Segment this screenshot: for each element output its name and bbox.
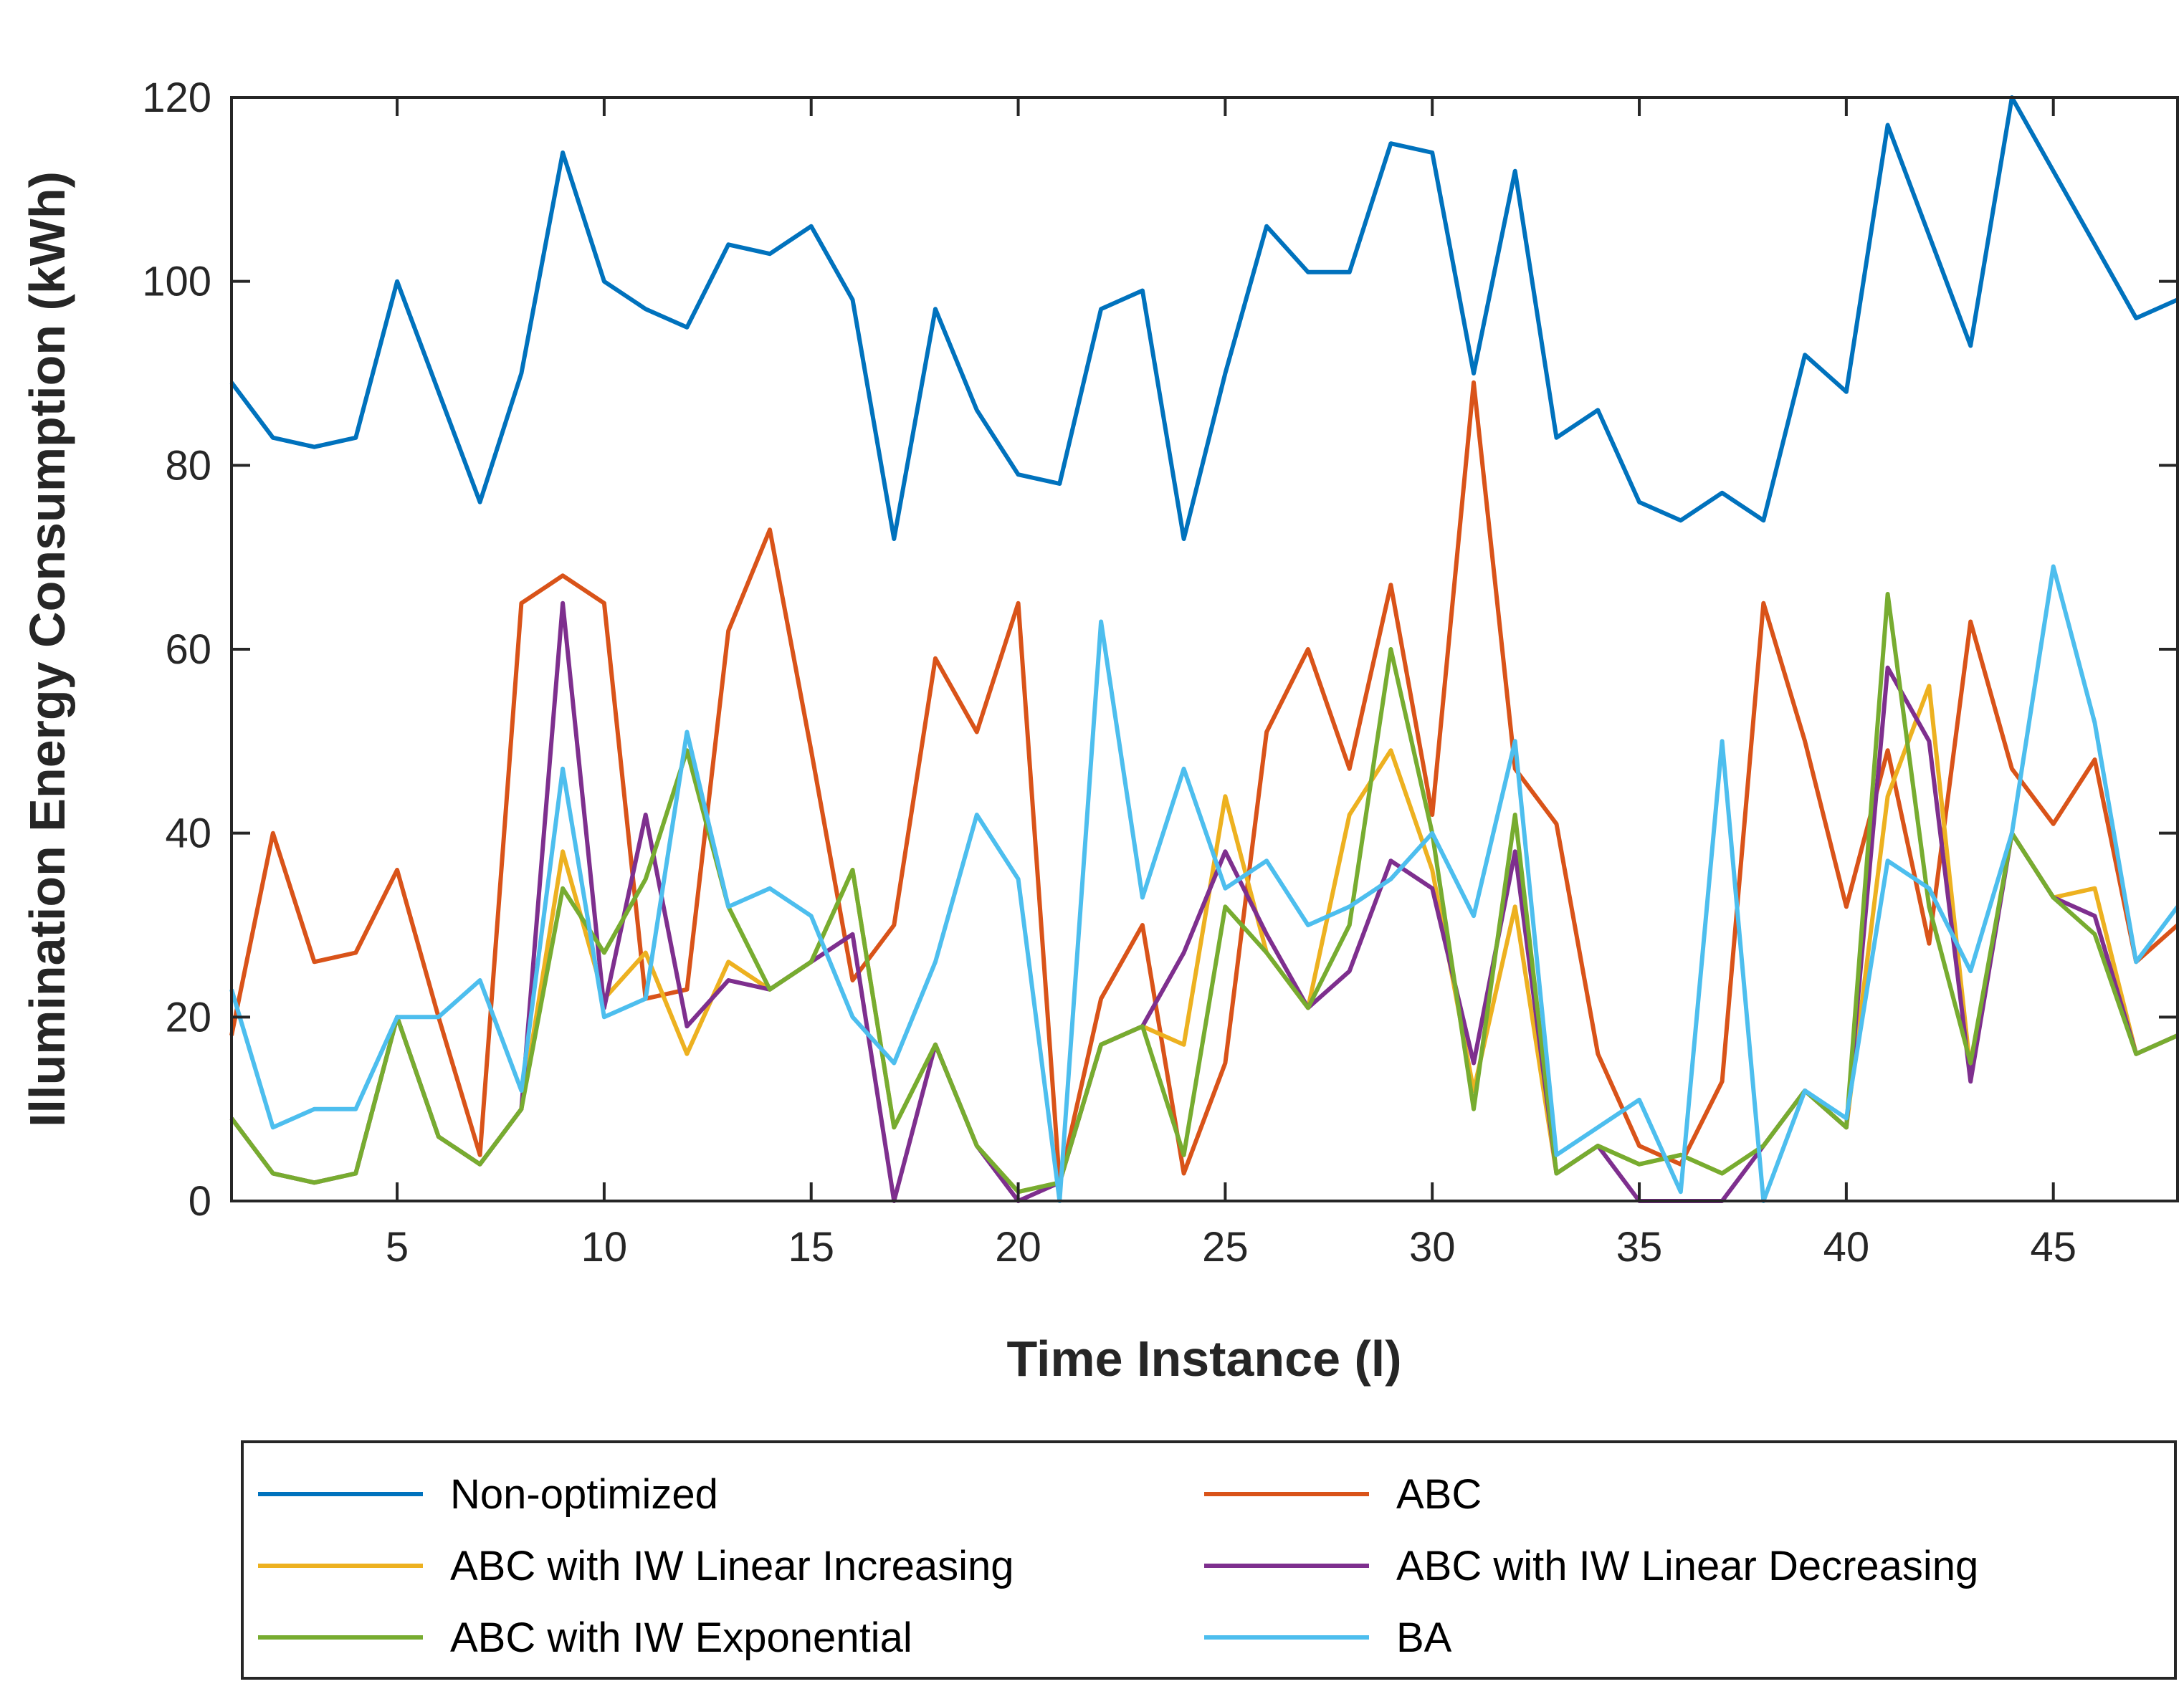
y-tick-label: 100 (142, 259, 211, 305)
x-tick-label: 40 (1823, 1224, 1870, 1271)
x-ticks: 5 10 15 20 25 30 35 40 45 (386, 97, 2076, 1271)
y-tick-label: 120 (142, 75, 211, 121)
series-layer (229, 95, 2180, 1203)
legend-label-abc-with-iw-exponential: ABC with IW Exponential (450, 1614, 912, 1661)
series-line-ba (229, 564, 2180, 1203)
legend-label-non-optimized: Non-optimized (450, 1471, 718, 1518)
legend: Non-optimized ABC ABC with IW Linear Incre… (258, 1471, 1978, 1661)
x-tick-label: 15 (788, 1224, 834, 1271)
y-axis-title: Illumination Energy Consumption (kWh) (19, 171, 75, 1127)
x-tick-label: 35 (1616, 1224, 1663, 1271)
y-ticks: 0 20 40 60 80 100 120 (142, 75, 2178, 1225)
x-tick-label: 5 (386, 1224, 409, 1271)
legend-label-ba: BA (1396, 1614, 1452, 1661)
y-tick-label: 40 (165, 810, 211, 857)
y-tick-label: 60 (165, 626, 211, 673)
series-line-abc (229, 380, 2179, 1185)
y-tick-label: 20 (165, 994, 211, 1040)
x-tick-label: 30 (1409, 1224, 1456, 1271)
x-axis-title: Time Instance (l) (1006, 1331, 1401, 1387)
x-tick-label: 25 (1202, 1224, 1249, 1271)
series-line-abc-with-iw-exponential (229, 592, 2179, 1195)
y-tick-label: 80 (165, 442, 211, 489)
series-line-non-optimized (229, 95, 2179, 541)
legend-label-abc-with-iw-linear-decreasing: ABC with IW Linear Decreasing (1396, 1543, 1978, 1589)
legend-label-abc: ABC (1396, 1471, 1482, 1518)
legend-label-abc-with-iw-linear-increasing: ABC with IW Linear Increasing (450, 1543, 1014, 1589)
x-tick-label: 10 (581, 1224, 628, 1271)
y-tick-label: 0 (189, 1178, 211, 1225)
x-tick-label: 20 (995, 1224, 1041, 1271)
x-tick-label: 45 (2030, 1224, 2076, 1271)
